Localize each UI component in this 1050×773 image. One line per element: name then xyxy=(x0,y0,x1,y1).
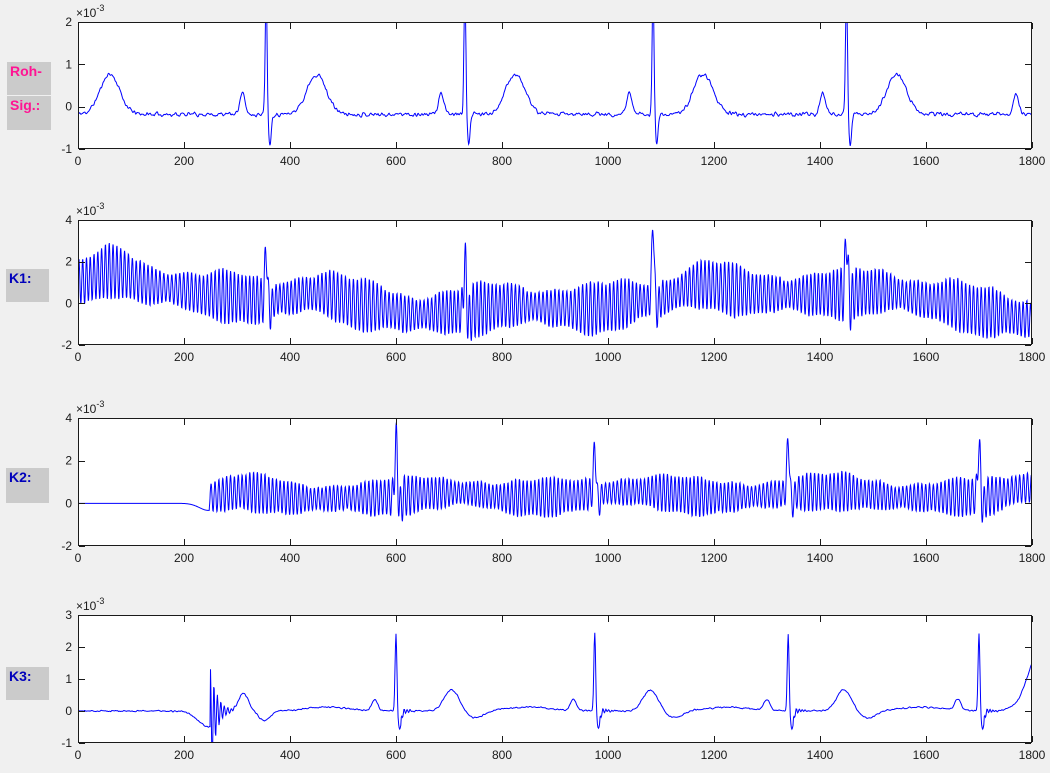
x-tick-label: 200 xyxy=(174,551,194,565)
axes-frame-k1 xyxy=(78,220,1032,345)
panel-k2: 0 200 400 600 800 1000 1200 1400 1600 1800-2024×1… xyxy=(61,399,1045,565)
plot-area-roh_sig xyxy=(78,22,1032,149)
x-tick-label: 0 xyxy=(75,154,82,168)
x-tick-label: 1200 xyxy=(701,154,728,168)
signal-trace-k1 xyxy=(78,229,1032,341)
x-tick-label: 600 xyxy=(386,350,406,364)
x-tick-label: 800 xyxy=(492,154,512,168)
label-k2: K2: xyxy=(6,468,49,503)
x-tick-label: 800 xyxy=(492,748,512,762)
label-roh-text: Roh- xyxy=(10,63,42,79)
x-tick-label: 0 xyxy=(75,350,82,364)
x-tick-label: 1400 xyxy=(807,350,834,364)
y-axis-exponent-label: ×10-3 xyxy=(76,596,104,613)
x-tick-label: 400 xyxy=(280,154,300,168)
y-tick-label: 4 xyxy=(65,411,72,425)
y-tick-label: -2 xyxy=(61,539,72,553)
x-tick-label: 200 xyxy=(174,350,194,364)
label-k3: K3: xyxy=(6,667,49,700)
x-tick-label: 600 xyxy=(386,748,406,762)
x-tick-label: 1800 xyxy=(1019,154,1046,168)
signal-trace-k3 xyxy=(78,632,1032,743)
y-axis-exponent-label: ×10-3 xyxy=(76,399,104,416)
x-tick-label: 1800 xyxy=(1019,551,1046,565)
x-tick-label: 1800 xyxy=(1019,350,1046,364)
label-k3-text: K3: xyxy=(9,668,32,684)
x-tick-label: 1000 xyxy=(595,748,622,762)
y-axis-exponent-label: ×10-3 xyxy=(76,3,104,20)
x-tick-label: 1400 xyxy=(807,154,834,168)
x-tick-label: 1600 xyxy=(913,154,940,168)
x-tick-label: 200 xyxy=(174,748,194,762)
x-tick-label: 400 xyxy=(280,551,300,565)
x-tick-label: 1600 xyxy=(913,350,940,364)
y-tick-label: 2 xyxy=(65,640,72,654)
label-k1: K1: xyxy=(6,269,49,302)
y-tick-label: -2 xyxy=(61,338,72,352)
x-tick-label: 800 xyxy=(492,551,512,565)
x-tick-label: 1600 xyxy=(913,748,940,762)
label-k1-text: K1: xyxy=(9,270,32,286)
x-tick-label: 1000 xyxy=(595,154,622,168)
axes-frame-roh_sig xyxy=(78,22,1032,149)
label-k2-text: K2: xyxy=(9,469,32,485)
label-roh: Roh- xyxy=(7,62,51,95)
y-tick-label: 2 xyxy=(65,454,72,468)
y-tick-label: 0 xyxy=(65,296,72,310)
signal-trace-roh_sig xyxy=(78,22,1032,147)
x-tick-label: 1400 xyxy=(807,748,834,762)
x-tick-label: 200 xyxy=(174,154,194,168)
plot-area-k3 xyxy=(78,615,1032,743)
x-tick-label: 0 xyxy=(75,748,82,762)
y-tick-label: 0 xyxy=(65,100,72,114)
y-tick-label: -1 xyxy=(61,736,72,750)
plot-area-k1 xyxy=(78,220,1032,345)
panel-k3: 0 200 400 600 800 1000 1200 1400 1600 1800-10123×… xyxy=(61,596,1046,762)
label-sig: Sig.: xyxy=(7,96,51,130)
y-tick-label: 2 xyxy=(65,255,72,269)
y-axis-exponent-label: ×10-3 xyxy=(76,201,104,218)
y-tick-label: 0 xyxy=(65,704,72,718)
y-tick-label: 1 xyxy=(65,672,72,686)
x-tick-label: 1200 xyxy=(701,551,728,565)
signal-trace-k2 xyxy=(78,422,1032,523)
x-tick-label: 1200 xyxy=(701,748,728,762)
y-tick-label: 0 xyxy=(65,496,72,510)
axes-frame-k2 xyxy=(78,418,1032,546)
axes-frame-k3 xyxy=(78,615,1032,743)
x-tick-label: 1600 xyxy=(913,551,940,565)
x-tick-label: 1000 xyxy=(595,551,622,565)
y-tick-label: -1 xyxy=(61,142,72,156)
x-tick-label: 800 xyxy=(492,350,512,364)
y-tick-label: 3 xyxy=(65,608,72,622)
x-tick-label: 1000 xyxy=(595,350,622,364)
x-tick-label: 400 xyxy=(280,350,300,364)
y-tick-label: 1 xyxy=(65,57,72,71)
x-tick-label: 400 xyxy=(280,748,300,762)
x-tick-label: 0 xyxy=(75,551,82,565)
y-tick-label: 2 xyxy=(65,15,72,29)
x-tick-label: 600 xyxy=(386,551,406,565)
x-tick-label: 1200 xyxy=(701,350,728,364)
panel-k1: 0 200 400 600 800 1000 1200 1400 1600 1800-2024×1… xyxy=(61,201,1045,364)
x-tick-label: 600 xyxy=(386,154,406,168)
label-sig-text: Sig.: xyxy=(10,97,41,113)
x-tick-label: 1800 xyxy=(1019,748,1046,762)
x-tick-label: 1400 xyxy=(807,551,834,565)
panel-roh_sig: 0 200 400 600 800 1000 1200 1400 1600 1800-1012×1… xyxy=(61,3,1046,168)
y-tick-label: 4 xyxy=(65,213,72,227)
